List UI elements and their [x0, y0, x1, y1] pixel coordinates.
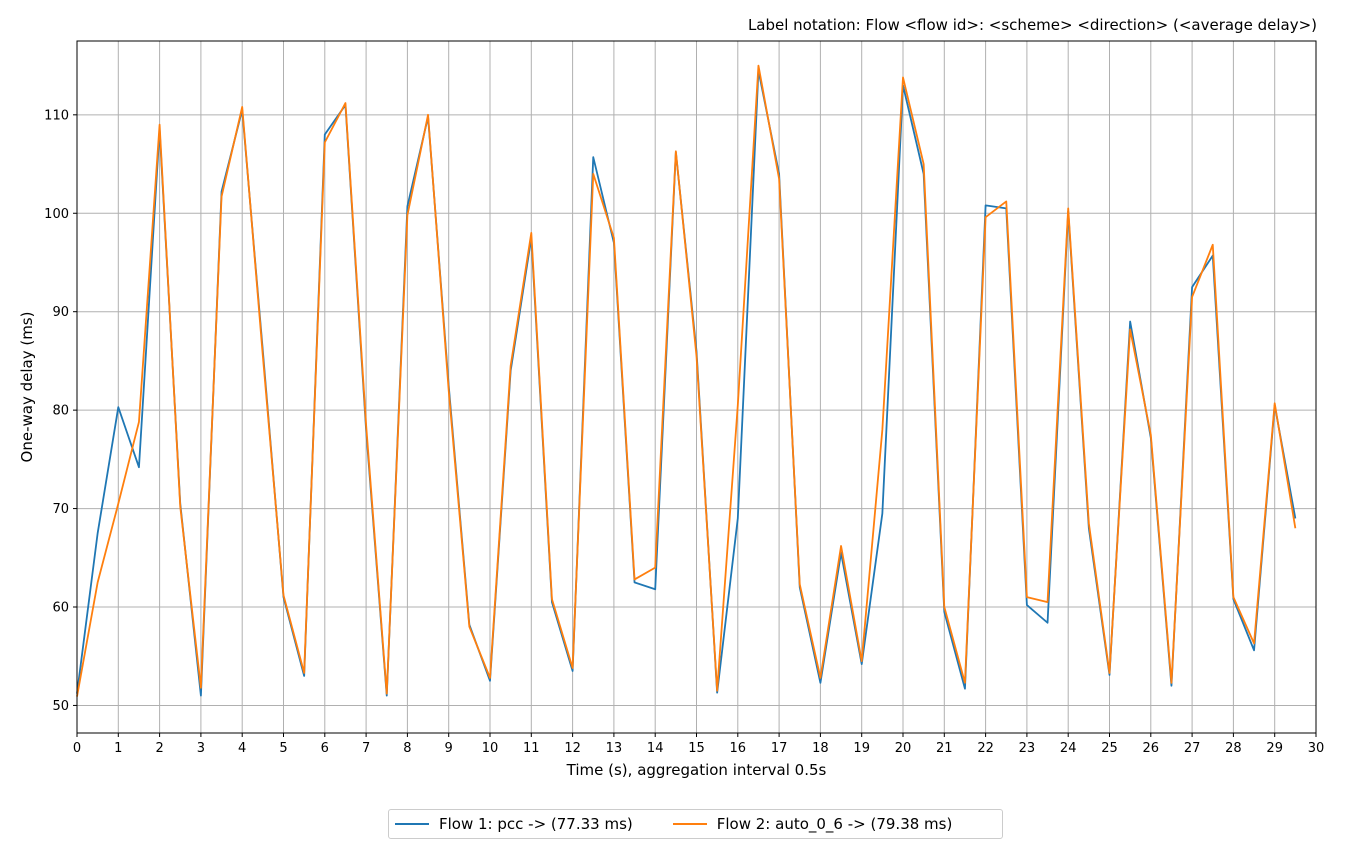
y-tick-label: 80 [52, 404, 69, 419]
x-tick-label: 10 [482, 741, 499, 756]
x-tick-label: 2 [155, 741, 163, 756]
x-tick-label: 5 [279, 741, 287, 756]
series-line-flow-2 [76, 64, 1297, 697]
legend-label-flow-1: Flow 1: pcc -> (77.33 ms) [439, 815, 633, 833]
y-tick-label: 110 [44, 108, 69, 123]
legend-swatch-flow-1 [395, 823, 429, 825]
x-tick-label: 1 [114, 741, 122, 756]
x-tick-label: 9 [445, 741, 453, 756]
legend-item-flow-2: Flow 2: auto_0_6 -> (79.38 ms) [667, 815, 953, 833]
y-axis-label: One-way delay (ms) [18, 312, 36, 463]
x-tick-label: 24 [1060, 741, 1077, 756]
legend-item-flow-1: Flow 1: pcc -> (77.33 ms) [389, 815, 633, 833]
x-tick-label: 3 [197, 741, 205, 756]
x-tick-label: 0 [73, 741, 81, 756]
x-tick-label: 28 [1225, 741, 1242, 756]
y-tick-label: 60 [52, 601, 69, 616]
legend: Flow 1: pcc -> (77.33 ms) Flow 2: auto_0… [388, 809, 1003, 839]
label-notation-note: Label notation: Flow <flow id>: <scheme>… [747, 16, 1317, 34]
x-tick-label: 7 [362, 741, 370, 756]
x-tick-label: 18 [812, 741, 829, 756]
x-tick-label: 27 [1184, 741, 1201, 756]
x-axis-ticks: 0 1 2 3 4 5 6 7 8 9 10 11 12 13 14 15 16 17 18 19 20 21 22 23 24… [73, 733, 1324, 756]
y-axis-ticks: 50 60 70 80 90 100 110 [44, 108, 77, 714]
x-tick-label: 11 [523, 741, 540, 756]
x-tick-label: 22 [977, 741, 994, 756]
x-axis-label: Time (s), aggregation interval 0.5s [566, 761, 827, 779]
x-tick-label: 29 [1266, 741, 1283, 756]
x-tick-label: 25 [1101, 741, 1118, 756]
x-tick-label: 21 [936, 741, 953, 756]
x-tick-label: 17 [771, 741, 788, 756]
x-tick-label: 30 [1308, 741, 1325, 756]
legend-swatch-flow-2 [672, 823, 707, 825]
y-tick-label: 100 [44, 207, 69, 222]
x-tick-label: 26 [1143, 741, 1160, 756]
x-tick-label: 16 [730, 741, 747, 756]
x-tick-label: 15 [688, 741, 705, 756]
grid [76, 41, 1317, 733]
x-tick-label: 4 [238, 741, 246, 756]
x-tick-label: 13 [606, 741, 623, 756]
x-tick-label: 14 [647, 741, 664, 756]
y-tick-label: 90 [52, 305, 69, 320]
x-tick-label: 8 [403, 741, 411, 756]
x-tick-label: 12 [564, 741, 581, 756]
y-tick-label: 50 [52, 699, 69, 714]
x-tick-label: 20 [895, 741, 912, 756]
legend-label-flow-2: Flow 2: auto_0_6 -> (79.38 ms) [716, 815, 953, 833]
x-tick-label: 6 [321, 741, 329, 756]
x-tick-label: 23 [1019, 741, 1036, 756]
y-tick-label: 70 [52, 502, 69, 517]
x-tick-label: 19 [853, 741, 870, 756]
series-lines [76, 64, 1297, 697]
series-line-flow-1 [76, 69, 1297, 697]
